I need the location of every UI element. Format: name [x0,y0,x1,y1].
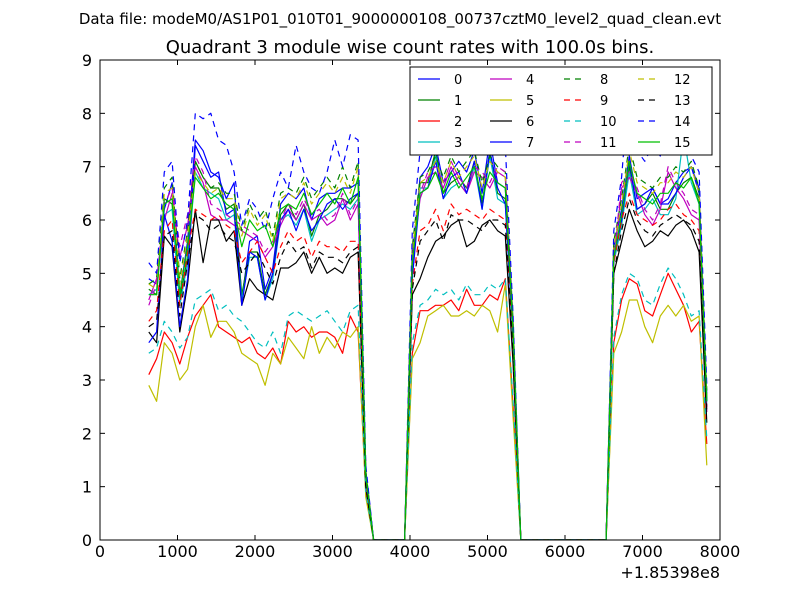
legend-label-13: 13 [674,94,691,109]
legend-label-6: 6 [526,115,534,130]
legend-label-2: 2 [454,115,462,130]
y-tick-label: 6 [82,211,92,230]
y-tick-label: 5 [82,264,92,283]
legend-label-12: 12 [674,73,691,88]
y-tick-label: 8 [82,104,92,123]
series-line-10 [148,267,708,540]
series-line-8 [148,144,708,540]
series-line-15 [148,160,708,540]
legend-label-10: 10 [600,115,617,130]
x-tick-label: 7000 [622,542,663,561]
y-axis: 0 1 2 3 4 5 6 7 8 9 [82,51,92,550]
series-layer [148,80,708,540]
x-tick-label: 3000 [312,542,353,561]
x-tick-label: 5000 [467,542,508,561]
legend-label-7: 7 [526,136,534,151]
legend-label-11: 11 [600,136,617,151]
x-tick-label: 6000 [545,542,586,561]
legend-label-14: 14 [674,115,691,130]
legend-label-15: 15 [674,136,691,151]
legend-box [409,66,713,156]
y-tick-label: 9 [82,51,92,70]
y-tick-label: 0 [82,531,92,550]
chart-title: Quadrant 3 module wise count rates with … [166,37,655,58]
legend-label-4: 4 [526,73,534,88]
legend-label-1: 1 [454,94,462,109]
y-tick-label: 4 [82,318,92,337]
x-tick-label: 2000 [235,542,276,561]
y-tick-label: 3 [82,371,92,390]
legend-label-3: 3 [454,136,462,151]
legend-label-8: 8 [600,73,608,88]
legend-label-9: 9 [600,94,608,109]
y-tick-label: 7 [82,158,92,177]
y-tick-label: 2 [82,424,92,443]
x-offset-label: +1.85398e8 [620,563,720,582]
series-line-14 [148,80,708,540]
x-tick-label: 0 [95,542,105,561]
legend-label-0: 0 [454,73,462,88]
x-tick-label: 8000 [700,542,741,561]
x-tick-label: 4000 [390,542,431,561]
series-line-5 [148,283,708,540]
legend-label-5: 5 [526,94,534,109]
x-axis: 0 1000 2000 3000 4000 5000 6000 7000 8000 [95,542,740,561]
x-tick-label: 1000 [157,542,198,561]
series-line-13 [148,198,708,540]
data-file-label: Data file: modeM0/AS1P01_010T01_90000001… [79,10,721,29]
series-line-12 [148,150,708,540]
y-tick-label: 1 [82,478,92,497]
plot-frame [99,59,721,541]
